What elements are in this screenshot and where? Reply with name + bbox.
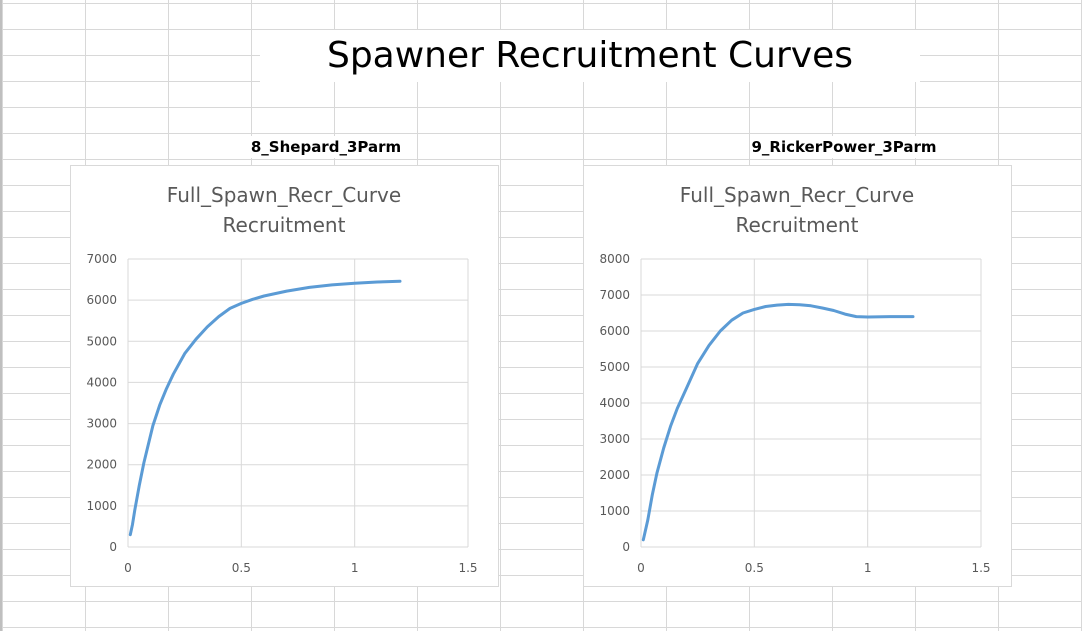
chart-title-line: Full_Spawn_Recr_Curve <box>680 183 914 207</box>
chart-2-plot: Full_Spawn_Recr_Curve Recruitment 0 1000 200… <box>599 183 990 575</box>
y-tick-label: 6000 <box>86 293 117 307</box>
y-tick-label: 4000 <box>86 375 117 389</box>
chart-title-line: Full_Spawn_Recr_Curve <box>167 183 401 207</box>
y-tick-label: 2000 <box>86 458 117 472</box>
x-tick-label: 0 <box>124 561 132 575</box>
chart-1-sheet-label: 8_Shepard_3Parm <box>250 136 402 158</box>
y-tick-label: 6000 <box>599 324 630 338</box>
chart-1[interactable]: Full_Spawn_Recr_Curve Recruitment 0 1000 200… <box>70 165 499 587</box>
y-tick-label: 5000 <box>86 334 117 348</box>
chart-2[interactable]: Full_Spawn_Recr_Curve Recruitment 0 1000 200… <box>583 165 1012 587</box>
sheet-left-edge <box>0 0 2 631</box>
y-tick-label: 3000 <box>599 432 630 446</box>
y-tick-label: 0 <box>622 540 630 554</box>
x-tick-label: 1.5 <box>458 561 477 575</box>
y-tick-label: 4000 <box>599 396 630 410</box>
x-tick-label: 0 <box>637 561 645 575</box>
x-tick-label: 1 <box>351 561 359 575</box>
chart-title-line: Recruitment <box>736 213 859 237</box>
y-tick-label: 0 <box>109 540 117 554</box>
chart-1-plot: Full_Spawn_Recr_Curve Recruitment 0 1000 200… <box>86 183 477 575</box>
y-tick-label: 5000 <box>599 360 630 374</box>
chart-title-line: Recruitment <box>223 213 346 237</box>
x-tick-label: 0.5 <box>745 561 764 575</box>
series-line <box>128 279 402 537</box>
series-line <box>641 302 915 542</box>
y-tick-label: 7000 <box>599 288 630 302</box>
page-title: Spawner Recruitment Curves <box>260 30 920 82</box>
y-tick-label: 1000 <box>599 504 630 518</box>
x-tick-label: 0.5 <box>232 561 251 575</box>
y-tick-label: 1000 <box>86 499 117 513</box>
chart-2-sheet-label: 9_RickerPower_3Parm <box>750 136 938 158</box>
x-tick-label: 1.5 <box>971 561 990 575</box>
x-tick-label: 1 <box>864 561 872 575</box>
y-tick-label: 2000 <box>599 468 630 482</box>
y-tick-label: 8000 <box>599 252 630 266</box>
y-tick-label: 3000 <box>86 417 117 431</box>
y-tick-label: 7000 <box>86 252 117 266</box>
